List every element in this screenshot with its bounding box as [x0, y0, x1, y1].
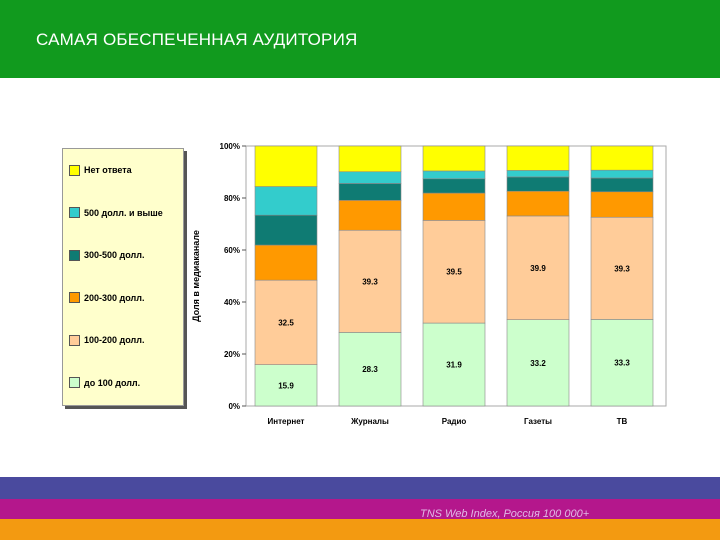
bar-segment	[506, 319, 570, 407]
footer-band-orange	[0, 519, 720, 540]
bar-segment	[338, 229, 402, 333]
bar-segment	[254, 186, 318, 216]
bar-segment	[506, 176, 570, 192]
legend-item: 100-200 долл.	[69, 333, 144, 347]
bar-segment	[506, 215, 570, 320]
legend-item: 500 долл. и выше	[69, 206, 163, 220]
legend-item: до 100 долл.	[69, 376, 140, 390]
bar-segment	[422, 145, 486, 172]
legend-swatch	[69, 249, 80, 261]
bar-segment	[254, 214, 318, 246]
bar-segment	[506, 190, 570, 217]
bar-segment	[422, 170, 486, 180]
legend-swatch	[69, 377, 80, 388]
bar-segment	[254, 145, 318, 187]
legend-label: 300-500 долл.	[84, 250, 145, 260]
legend-swatch	[69, 164, 80, 176]
y-tick-label: 80%	[224, 194, 240, 203]
x-tick-label: Газеты	[524, 417, 552, 426]
header-bar: САМАЯ ОБЕСПЕЧЕННАЯ АУДИТОРИЯ	[0, 0, 720, 78]
legend-swatch	[69, 207, 80, 218]
legend-item: 200-300 долл.	[69, 291, 144, 305]
bar-segment	[338, 171, 402, 184]
footer-band-magenta	[0, 499, 720, 519]
bar-segment	[590, 191, 654, 218]
bar-segment	[422, 178, 486, 194]
bar-segment	[506, 145, 570, 171]
data-label: 39.5	[446, 268, 462, 277]
legend-label: до 100 долл.	[84, 377, 141, 388]
bar-segment	[254, 279, 318, 365]
legend-label: Нет ответа	[84, 165, 132, 175]
data-label: 15.9	[278, 381, 294, 390]
data-label: 33.2	[530, 359, 546, 368]
bar-segment	[338, 183, 402, 201]
page-title: САМАЯ ОБЕСПЕЧЕННАЯ АУДИТОРИЯ	[36, 30, 358, 49]
x-tick-label: Журналы	[350, 417, 389, 426]
bar-segment	[590, 177, 654, 193]
bar-segment	[506, 170, 570, 178]
legend-label: 100-200 долл.	[84, 335, 145, 345]
data-label: 32.5	[278, 318, 294, 327]
y-tick-label: 40%	[224, 298, 240, 307]
bar-segment	[338, 332, 402, 407]
x-tick-label: Радио	[442, 417, 467, 426]
data-label: 28.3	[362, 365, 378, 374]
x-tick-label: ТВ	[617, 417, 628, 426]
y-tick-label: 0%	[228, 402, 240, 411]
bar-segment	[422, 220, 486, 324]
data-label: 33.3	[614, 359, 630, 368]
legend-item: Нет ответа	[69, 163, 132, 177]
bar-segment	[254, 364, 318, 407]
chart-legend: Нет ответа 500 долл. и выше 300-500 долл. 2…	[62, 148, 184, 406]
bar-segment	[590, 169, 654, 179]
bar-segment	[254, 244, 318, 281]
bar-segment	[590, 216, 654, 320]
data-label: 39.3	[362, 277, 378, 286]
legend-label: 200-300 долл.	[84, 292, 145, 303]
legend-swatch	[69, 292, 80, 303]
y-tick-label: 60%	[224, 246, 240, 255]
x-tick-label: Интернет	[268, 417, 305, 426]
data-label: 39.3	[614, 264, 630, 273]
footer-band-blue	[0, 477, 720, 499]
y-axis-label: Доля в медиаканале	[191, 230, 201, 322]
bar-segment	[590, 145, 654, 171]
legend-label: 500 долл. и выше	[84, 207, 163, 218]
bar-segment	[590, 319, 654, 407]
legend-swatch	[69, 334, 80, 346]
data-label: 31.9	[446, 361, 462, 370]
bar-segment	[422, 192, 486, 221]
bar-segment	[422, 322, 486, 407]
data-label: 39.9	[530, 264, 546, 273]
y-tick-label: 20%	[224, 350, 240, 359]
footer-source-text: TNS Web Index, Россия 100 000+	[420, 508, 590, 520]
bar-segment	[338, 200, 402, 231]
legend-item: 300-500 долл.	[69, 248, 144, 262]
y-tick-label: 100%	[220, 142, 240, 151]
bar-segment	[338, 145, 402, 173]
